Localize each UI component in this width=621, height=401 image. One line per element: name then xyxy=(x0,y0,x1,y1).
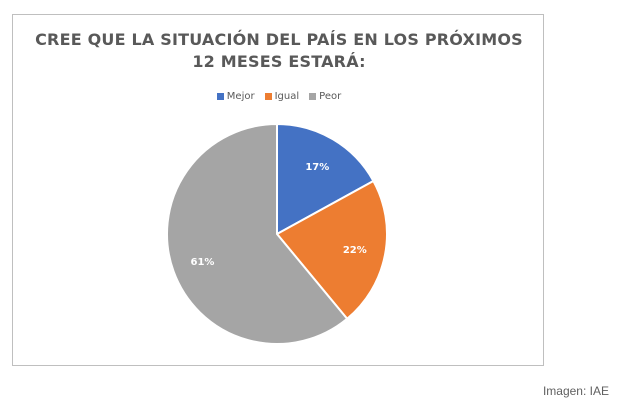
data-label-peor: 61% xyxy=(191,257,215,268)
chart-frame: CREE QUE LA SITUACIÓN DEL PAÍS EN LOS PR… xyxy=(12,14,544,366)
legend-label-igual: Igual xyxy=(274,91,300,102)
pie-slice-mejor xyxy=(276,122,375,236)
chart-legend: Mejor Igual Peor xyxy=(13,91,545,102)
legend-label-mejor: Mejor xyxy=(226,91,255,102)
image-credit: Imagen: IAE xyxy=(542,384,609,398)
legend-swatch-peor xyxy=(309,93,317,100)
pie-slice-igual xyxy=(275,179,388,321)
legend-label-peor: Peor xyxy=(319,91,342,102)
data-label-mejor: 17% xyxy=(305,162,329,173)
legend-swatch-igual xyxy=(264,93,272,100)
legend-swatch-mejor xyxy=(216,93,224,100)
pie-chart: 17% 22% 61% xyxy=(166,122,388,345)
pie-slice-peor xyxy=(166,122,349,345)
legend-item-peor: Peor xyxy=(309,91,341,102)
chart-title-line-2: 12 MESES ESTARÁ: xyxy=(192,52,366,71)
legend-item-igual: Igual xyxy=(264,91,300,102)
chart-title-line-1: CREE QUE LA SITUACIÓN DEL PAÍS EN LOS PR… xyxy=(35,30,523,49)
legend-item-mejor: Mejor xyxy=(216,91,255,102)
chart-title: CREE QUE LA SITUACIÓN DEL PAÍS EN LOS PR… xyxy=(13,29,545,73)
data-label-igual: 22% xyxy=(343,245,367,256)
